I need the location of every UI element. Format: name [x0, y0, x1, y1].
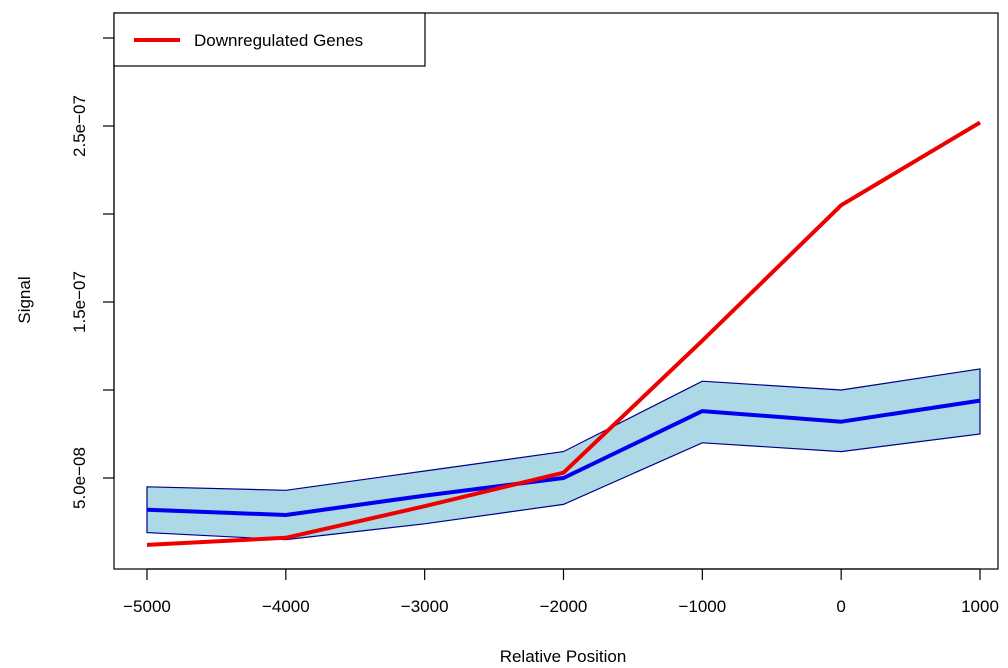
- x-tick-label: 0: [836, 597, 845, 616]
- confidence-band: [146, 368, 981, 541]
- y-tick-label: 2.5e−07: [70, 95, 89, 157]
- series-line-mean: [146, 398, 981, 517]
- x-axis: −5000 −4000 −3000 −2000 −1000 0 1000: [123, 568, 999, 616]
- legend-label-downregulated-genes: Downregulated Genes: [194, 31, 363, 50]
- y-axis-label: Signal: [15, 276, 34, 323]
- x-tick-label: −5000: [123, 597, 171, 616]
- confidence-band-layer: [146, 368, 981, 541]
- x-tick-label: −1000: [678, 597, 726, 616]
- series-line-downregulated-genes: [146, 120, 982, 547]
- x-tick-label: −2000: [540, 597, 588, 616]
- legend: Downregulated Genes: [113, 12, 426, 67]
- x-tick-label: 1000: [961, 597, 999, 616]
- y-tick-label: 1.5e−07: [70, 271, 89, 333]
- x-tick-label: −3000: [401, 597, 449, 616]
- y-axis: 5.0e−08 1.5e−07 2.5e−07: [70, 37, 115, 509]
- x-tick-label: −4000: [262, 597, 310, 616]
- x-axis-label: Relative Position: [500, 647, 627, 666]
- series-layer: [146, 120, 982, 547]
- y-tick-label: 5.0e−08: [70, 447, 89, 509]
